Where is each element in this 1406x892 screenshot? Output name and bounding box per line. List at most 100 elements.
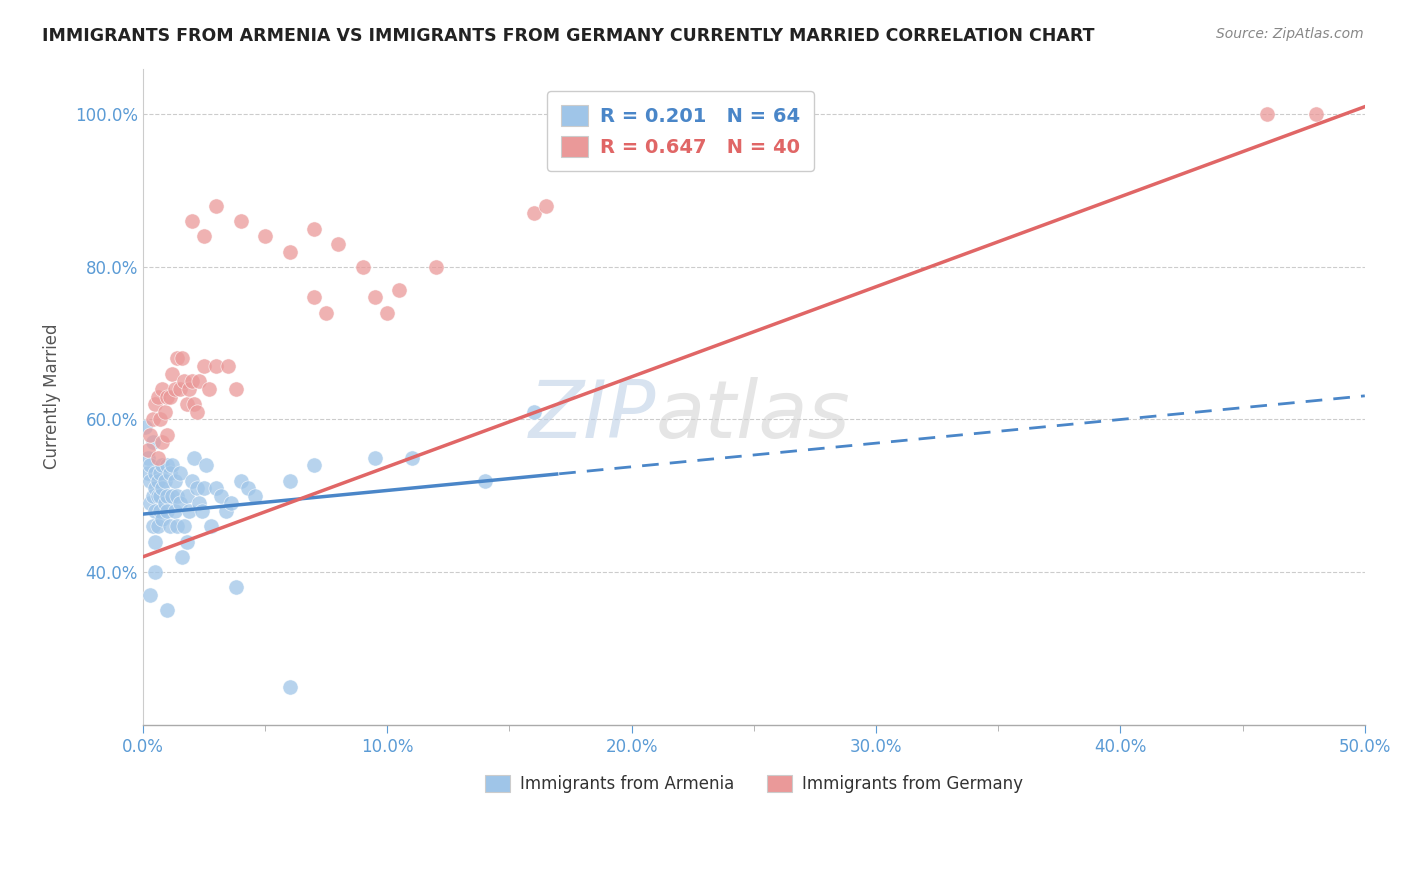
Text: ZIP: ZIP (529, 377, 657, 455)
Point (278, 680, 301, 694)
Point (156, 390, 179, 404)
Point (173, 375, 195, 389)
Point (302, 290, 325, 304)
Point (142, 519, 165, 533)
Point (254, 229, 277, 244)
Point (143, 504, 166, 518)
Point (200, 519, 222, 533)
Point (149, 504, 172, 518)
Point (139, 474, 162, 488)
Point (166, 351, 188, 366)
Point (163, 382, 186, 396)
Y-axis label: Currently Married: Currently Married (44, 324, 60, 469)
Point (146, 390, 169, 404)
Point (215, 504, 238, 518)
Point (163, 474, 186, 488)
Point (170, 351, 193, 366)
Point (153, 496, 176, 510)
Point (160, 458, 183, 473)
Point (388, 283, 411, 297)
Point (179, 382, 201, 396)
Point (183, 450, 205, 465)
Point (160, 367, 183, 381)
Point (315, 306, 337, 320)
Point (193, 481, 215, 495)
Point (198, 382, 221, 396)
Point (1305, 107, 1327, 121)
Point (139, 427, 162, 442)
Point (375, 306, 398, 320)
Point (180, 214, 202, 228)
Point (225, 580, 247, 594)
Point (136, 450, 159, 465)
Point (152, 382, 174, 396)
Point (193, 359, 215, 373)
Point (152, 458, 174, 473)
Text: atlas: atlas (657, 377, 851, 455)
Point (186, 405, 208, 419)
Point (180, 375, 202, 389)
Point (245, 489, 267, 503)
Point (229, 474, 252, 488)
Point (142, 489, 165, 503)
Point (149, 489, 172, 503)
Point (425, 260, 447, 274)
Point (205, 199, 228, 213)
Point (217, 359, 239, 373)
Point (149, 466, 172, 480)
Point (188, 496, 211, 510)
Point (180, 474, 202, 488)
Point (159, 466, 181, 480)
Point (190, 504, 212, 518)
Point (139, 588, 162, 602)
Point (159, 519, 181, 533)
Point (139, 458, 162, 473)
Point (183, 397, 205, 411)
Point (176, 534, 198, 549)
Point (152, 435, 174, 450)
Point (159, 390, 181, 404)
Point (173, 519, 195, 533)
Point (176, 489, 198, 503)
Point (153, 474, 176, 488)
Point (225, 382, 247, 396)
Point (229, 214, 252, 228)
Point (146, 489, 169, 503)
Point (136, 466, 159, 480)
Point (364, 290, 387, 304)
Point (156, 603, 179, 617)
Point (401, 450, 423, 465)
Point (139, 496, 162, 510)
Point (205, 359, 228, 373)
Point (152, 511, 174, 525)
Point (236, 481, 259, 495)
Point (152, 481, 174, 495)
Point (169, 466, 191, 480)
Point (156, 427, 179, 442)
Point (143, 565, 166, 579)
Point (302, 221, 325, 235)
Point (156, 489, 179, 503)
Point (193, 229, 215, 244)
Point (166, 519, 188, 533)
Point (209, 489, 232, 503)
Point (364, 450, 387, 465)
Point (219, 496, 242, 510)
Point (146, 450, 169, 465)
Point (278, 474, 301, 488)
Point (170, 549, 193, 564)
Point (176, 397, 198, 411)
Point (352, 260, 374, 274)
Point (302, 458, 325, 473)
Point (195, 458, 218, 473)
Point (474, 474, 496, 488)
Point (534, 199, 557, 213)
Point (143, 397, 166, 411)
Point (328, 237, 350, 252)
Point (179, 504, 201, 518)
Point (156, 504, 179, 518)
Point (146, 474, 169, 488)
Point (142, 412, 165, 426)
Point (143, 481, 166, 495)
Point (146, 519, 169, 533)
